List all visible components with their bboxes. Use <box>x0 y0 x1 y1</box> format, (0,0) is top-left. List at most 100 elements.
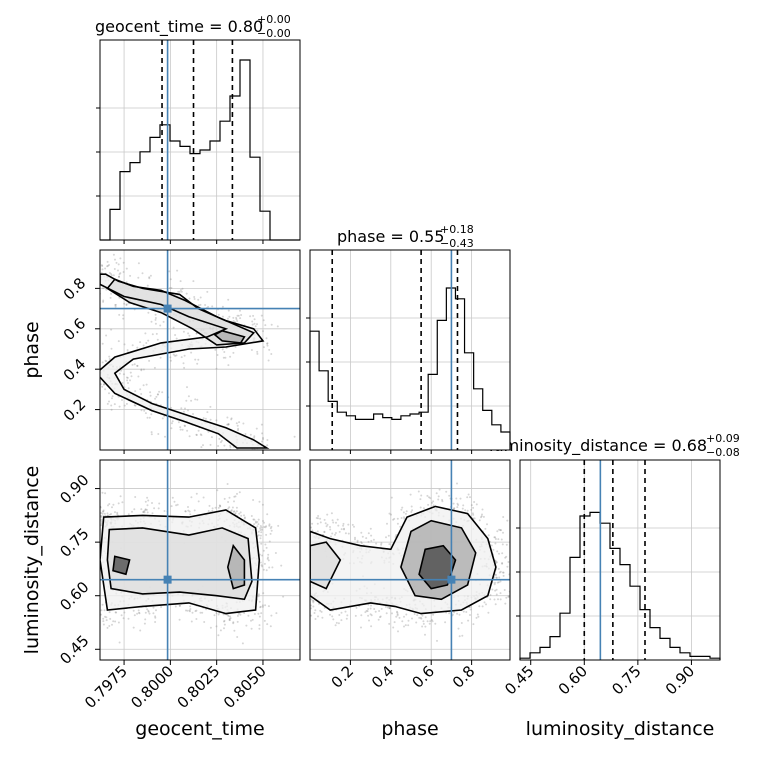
panel-geocent-time-vs-phase-scatter-pt <box>129 379 131 382</box>
title-lum-plus: +0.09 <box>706 432 740 445</box>
panel-phase-vs-luminosity-distance-scatter-pt <box>493 536 496 539</box>
panel-geocent-time-vs-luminosity-distance-scatter-pt <box>110 513 112 515</box>
panel-geocent-time-vs-luminosity-distance-density-3 <box>113 556 130 575</box>
panel-geocent-time-vs-luminosity-distance-scatter-pt <box>250 619 252 622</box>
panel-geocent-time-vs-phase-scatter-pt <box>186 429 189 432</box>
panel-geocent-time-vs-phase-scatter-pt <box>224 356 227 359</box>
panel-phase-vs-luminosity-distance-scatter-pt <box>387 534 390 537</box>
panel-geocent-time-vs-luminosity-distance-scatter-pt <box>94 552 96 554</box>
panel-geocent-time-vs-phase-scatter-pt <box>157 393 159 396</box>
panel-geocent-time-vs-phase-scatter-pt <box>144 412 147 415</box>
title-geocent-time-plus: +0.00 <box>257 13 291 26</box>
panel-geocent-time-vs-luminosity-distance-scatter-pt <box>262 520 264 522</box>
panel-geocent-time-vs-phase-scatter-pt <box>97 273 99 275</box>
panel-geocent-time-vs-luminosity-distance-scatter-pt <box>209 626 212 629</box>
panel-phase-vs-luminosity-distance-scatter-pt <box>452 502 455 505</box>
panel-geocent-time-vs-phase-scatter-pt <box>101 268 104 271</box>
panel-geocent-time-vs-phase-scatter-pt <box>137 276 140 279</box>
panel-geocent-time-vs-phase-density-1 <box>107 279 254 345</box>
panel-geocent-time-vs-phase-scatter-pt <box>122 314 125 317</box>
panel-geocent-time-vs-phase-scatter-pt <box>256 323 258 326</box>
panel-geocent-time-vs-phase-scatter-pt <box>182 410 185 413</box>
panel-geocent-time-vs-phase-scatter-pt <box>261 455 263 457</box>
panel-geocent-time-vs-luminosity-distance-scatter-pt <box>258 624 261 627</box>
panel-phase-vs-luminosity-distance-scatter-pt <box>401 506 404 509</box>
panel-phase-vs-luminosity-distance-scatter-pt <box>354 614 357 617</box>
panel-phase-vs-luminosity-distance-scatter-pt <box>404 512 407 515</box>
panel-geocent-time-vs-phase-scatter-pt <box>101 385 104 388</box>
panel-geocent-time-vs-luminosity-distance-scatter-pt <box>86 614 88 616</box>
panel-geocent-time-vs-luminosity-distance-scatter-pt <box>193 509 196 512</box>
panel-geocent-time-vs-phase-scatter-pt <box>157 433 160 435</box>
panel-geocent-time-vs-phase-scatter-pt <box>105 360 108 363</box>
panel-geocent-time-vs-phase-scatter-pt <box>235 422 238 425</box>
panel-geocent-time-vs-phase-scatter-pt <box>168 270 171 273</box>
panel-geocent-time-vs-phase-scatter-pt <box>117 263 120 266</box>
panel-phase-vs-luminosity-distance-scatter-pt <box>506 519 509 522</box>
xtick-label-luminosity-distance-1: 0.60 <box>555 662 591 698</box>
panel-geocent-time-vs-phase-inner <box>93 250 300 457</box>
panel-phase-vs-luminosity-distance-scatter-pt <box>502 571 505 574</box>
panel-phase-vs-luminosity-distance-scatter-pt <box>421 625 424 628</box>
panel-phase-vs-luminosity-distance-scatter-pt <box>310 526 313 529</box>
panel-geocent-time-vs-luminosity-distance-scatter-pt <box>223 623 226 626</box>
title-geocent-time-minus: −0.00 <box>257 27 291 40</box>
panel-phase-vs-luminosity-distance-scatter-pt <box>396 614 399 617</box>
panel-geocent-time-vs-phase-scatter-pt <box>94 276 96 278</box>
panel-geocent-time-vs-phase-scatter-pt <box>119 272 122 275</box>
panel-geocent-time-vs-phase-scatter-pt <box>240 450 242 452</box>
panel-phase-vs-luminosity-distance-scatter-pt <box>461 634 464 637</box>
panel-phase-vs-luminosity-distance-scatter-pt <box>370 604 372 607</box>
panel-geocent-time-vs-luminosity-distance-scatter-pt <box>116 513 119 516</box>
panel-geocent-time-vs-luminosity-distance-scatter-pt <box>226 483 229 485</box>
panel-geocent-time-vs-phase-scatter-pt <box>182 362 185 365</box>
panel-geocent-time-vs-luminosity-distance-scatter-pt <box>106 512 109 515</box>
panel-phase-vs-luminosity-distance-scatter-pt <box>302 602 304 604</box>
panel-geocent-time-vs-luminosity-distance-scatter-pt <box>216 489 219 492</box>
panel-phase-vs-luminosity-distance-scatter-pt <box>366 610 369 613</box>
panel-geocent-time-vs-phase-scatter-pt <box>174 334 177 336</box>
panel-geocent-time-vs-phase-scatter-pt <box>156 393 159 396</box>
panel-geocent-time-vs-phase-scatter-pt <box>155 332 158 335</box>
panel-phase-vs-luminosity-distance-scatter-pt <box>403 615 405 618</box>
panel-geocent-time-vs-luminosity-distance-scatter-pt <box>115 611 118 614</box>
panel-geocent-time-vs-phase-scatter-pt <box>266 342 269 345</box>
panel-phase-vs-luminosity-distance-scatter-pt <box>486 523 488 526</box>
panel-geocent-time-vs-luminosity-distance-scatter-pt <box>257 595 260 598</box>
panel-geocent-time-vs-luminosity-distance-scatter-pt <box>173 500 176 503</box>
panel-geocent-time-vs-phase-scatter-pt <box>195 433 198 436</box>
panel-phase-vs-luminosity-distance-scatter-pt <box>385 536 387 539</box>
panel-phase-vs-luminosity-distance-scatter-pt <box>504 556 507 559</box>
panel-geocent-time-vs-phase-scatter-pt <box>93 272 95 274</box>
panel-phase-vs-luminosity-distance-scatter-pt <box>472 623 475 626</box>
panel-geocent-time-vs-luminosity-distance-scatter-pt <box>253 523 256 526</box>
panel-phase-vs-luminosity-distance-scatter-pt <box>307 536 309 538</box>
panel-phase-vs-luminosity-distance-scatter-pt <box>396 613 399 616</box>
panel-geocent-time-vs-phase-scatter-pt <box>226 416 229 419</box>
panel-geocent-time-vs-phase-scatter-pt <box>133 404 136 407</box>
panel-geocent-time-vs-phase-scatter-pt <box>97 292 99 294</box>
ytick-label-luminosity-distance-2: 0.75 <box>56 524 92 560</box>
panel-geocent-time-vs-luminosity-distance-scatter-pt <box>268 524 271 527</box>
panel-geocent-time-vs-phase-scatter-pt <box>183 354 186 357</box>
panel-geocent-time-vs-phase-scatter-pt <box>119 257 122 260</box>
panel-phase-vs-luminosity-distance-scatter-pt <box>356 541 359 544</box>
panel-geocent-time-vs-luminosity-distance-scatter-pt <box>223 627 225 630</box>
panel-geocent-time-vs-luminosity-distance-scatter-pt <box>261 528 263 531</box>
panel-geocent-time-vs-luminosity-distance-scatter-pt <box>260 542 263 545</box>
panel-phase-vs-luminosity-distance-scatter-pt <box>398 616 401 619</box>
panel-geocent-time-vs-luminosity-distance-scatter-pt <box>103 609 106 612</box>
panel-phase-vs-luminosity-distance-scatter-pt <box>396 611 399 614</box>
panel-phase-vs-luminosity-distance-scatter-pt <box>403 516 405 519</box>
panel-geocent-time-vs-phase-scatter-pt <box>266 452 268 454</box>
panel-geocent-time-vs-phase-scatter-pt <box>146 284 149 287</box>
panel-geocent-time-vs-phase-scatter-pt <box>150 433 153 436</box>
panel-phase-vs-luminosity-distance-scatter-pt <box>461 507 464 510</box>
panel-geocent-time-vs-luminosity-distance-scatter-pt <box>92 533 94 535</box>
panel-phase-vs-luminosity-distance-scatter-pt <box>380 607 383 610</box>
panel-geocent-time-vs-luminosity-distance-scatter-pt <box>120 614 123 617</box>
title-phase-minus: −0.43 <box>440 237 474 250</box>
panel-geocent-time-vs-luminosity-distance-scatter-pt <box>259 537 262 540</box>
panel-geocent-time-vs-phase-scatter-pt <box>126 379 129 382</box>
panel-phase-vs-luminosity-distance-contour-3 <box>418 544 457 590</box>
